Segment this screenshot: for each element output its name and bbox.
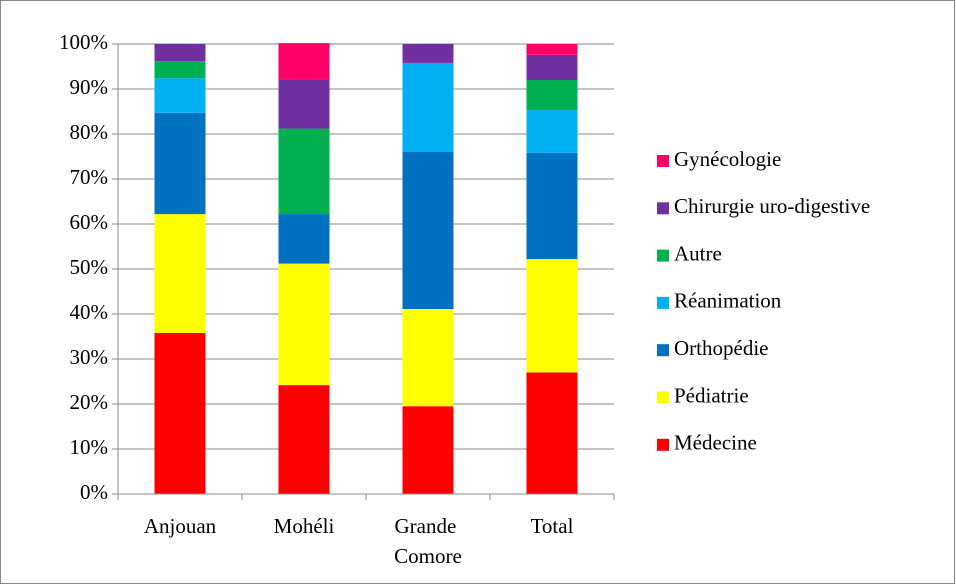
legend-label: Pédiatrie — [674, 383, 749, 407]
y-tick-label: 40% — [70, 300, 109, 324]
bar-segment — [526, 44, 578, 55]
y-tick-label: 0% — [80, 480, 108, 504]
bar-segment — [526, 372, 578, 494]
y-tick-label: 80% — [70, 120, 109, 144]
bar-segment — [154, 61, 206, 79]
legend-label: Orthopédie — [674, 336, 768, 360]
bar-segment — [154, 112, 206, 215]
x-tick-label: Anjouan — [144, 514, 217, 538]
bar-segment — [154, 78, 206, 113]
legend-label: Gynécologie — [674, 147, 781, 171]
legend-swatch — [657, 391, 669, 404]
y-tick-label: 90% — [70, 75, 109, 99]
x-tick-label: Total — [531, 514, 574, 538]
bar-segment — [402, 62, 454, 152]
bar-segment — [278, 128, 330, 215]
bar-segment — [402, 44, 454, 63]
legend-label: Réanimation — [674, 289, 782, 313]
legend-swatch — [657, 155, 669, 167]
legend-label: Autre — [674, 241, 722, 265]
bar-segment — [278, 263, 330, 386]
bar-segment — [278, 214, 330, 264]
y-tick-label: 70% — [70, 165, 109, 189]
legend-swatch — [657, 249, 669, 262]
bar-segment — [526, 110, 578, 153]
bar-segment — [402, 406, 454, 494]
y-tick-label: 100% — [59, 30, 108, 54]
x-tick-label: Mohéli — [274, 514, 335, 538]
x-tick-label: Grande Comore — [394, 514, 462, 568]
legend-swatch — [657, 438, 669, 451]
bar-segment — [526, 54, 578, 80]
bar-segment — [278, 79, 330, 129]
bar-segment — [154, 214, 206, 333]
legend-swatch — [657, 344, 669, 357]
bar-segment — [402, 152, 454, 310]
legend-swatch — [657, 202, 669, 215]
bar-segment — [526, 80, 578, 111]
y-tick-label: 50% — [70, 255, 109, 279]
bar-segment — [402, 309, 454, 407]
bar-segment — [154, 44, 206, 62]
bar-segment — [278, 43, 330, 80]
y-tick-label: 30% — [70, 345, 109, 369]
legend-label: Chirurgie uro-digestive — [674, 194, 870, 218]
y-tick-label: 20% — [70, 390, 109, 414]
bar-segment — [526, 259, 578, 373]
bar-segment — [154, 332, 206, 494]
bar-segment — [278, 385, 330, 494]
legend-swatch — [657, 296, 669, 309]
y-tick-label: 60% — [70, 210, 109, 234]
bar-segment — [526, 152, 578, 260]
legend-label: Médecine — [674, 431, 757, 455]
y-tick-label: 10% — [70, 435, 109, 459]
